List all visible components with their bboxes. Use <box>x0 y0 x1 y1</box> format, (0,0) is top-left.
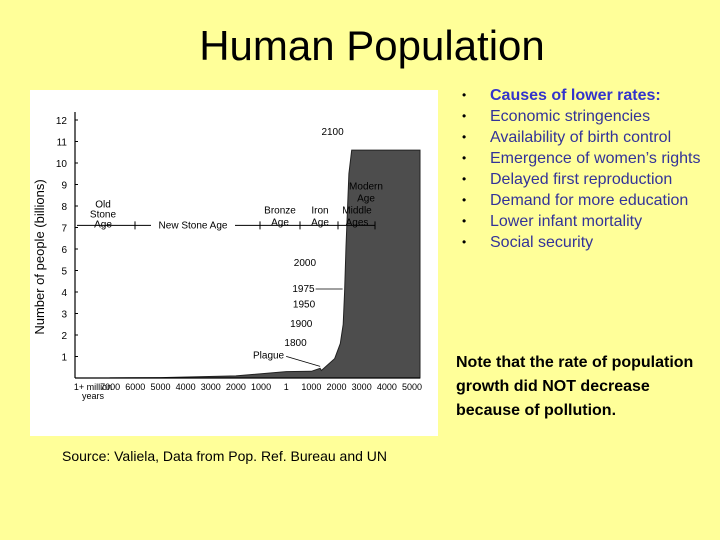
bullet-item: • Lower infant mortality <box>458 213 708 230</box>
bullet-item: • Economic stringencies <box>458 108 708 125</box>
y-tick-label: 10 <box>56 159 68 170</box>
plague-label: Plague <box>253 350 285 361</box>
era-label: Old <box>95 199 111 210</box>
slide-title: Human Population <box>199 22 545 69</box>
bullet-text: Causes of lower rates: <box>490 87 661 104</box>
x-tick-label: 7000 <box>100 382 120 392</box>
era-label: Age <box>357 193 375 204</box>
bullet-text: Availability of birth control <box>490 129 672 146</box>
x-tick-label: 1000 <box>301 382 321 392</box>
year-annotation: 2000 <box>294 258 317 269</box>
era-label: Middle <box>342 205 372 216</box>
x-tick-label: 3000 <box>352 382 372 392</box>
era-label: Modern <box>349 181 383 192</box>
bullet-item: • Social security <box>458 234 708 251</box>
y-tick-label: 8 <box>61 202 67 213</box>
x-tick-label: 3000 <box>201 382 221 392</box>
era-label: New Stone Age <box>159 220 228 231</box>
bullet-dot: • <box>462 172 467 186</box>
year-annotation: 1800 <box>284 338 307 349</box>
era-label: Age <box>311 217 329 228</box>
bullet-text: Delayed first reproduction <box>490 171 673 188</box>
bullet-dot: • <box>462 193 467 207</box>
bullet-list: • Causes of lower rates: • Economic stringe… <box>458 87 708 255</box>
y-axis-label: Number of people (billions) <box>32 179 47 334</box>
bullet-dot: • <box>462 151 467 165</box>
bullet-item: • Causes of lower rates: <box>458 87 708 104</box>
era-label-bg <box>151 217 235 230</box>
x-tick-label: 1+ million <box>74 382 112 392</box>
bullet-text: Economic stringencies <box>490 108 651 125</box>
x-tick-label: 5000 <box>402 382 422 392</box>
y-tick-label: 7 <box>61 224 67 235</box>
bullet-dot: • <box>462 214 467 228</box>
x-tick-label: 6000 <box>125 382 145 392</box>
bullet-dot: • <box>462 88 467 102</box>
x-tick-label: years <box>82 391 105 401</box>
y-tick-label: 6 <box>61 245 67 256</box>
bullet-text: Lower infant mortality <box>490 213 643 230</box>
y-tick-label: 1 <box>61 353 67 364</box>
pollution-note: Note that the rate of population growth … <box>456 354 694 419</box>
y-tick-label: 11 <box>57 138 68 149</box>
y-tick-label: 12 <box>56 116 68 127</box>
era-label: Ages <box>346 217 369 228</box>
x-tick-label: 1000 <box>251 382 271 392</box>
era-label: Bronze <box>264 205 296 216</box>
year-annotation: 2100 <box>321 127 344 138</box>
era-label: Age <box>271 217 289 228</box>
bullet-item: • Availability of birth control <box>458 129 708 146</box>
y-tick-label: 3 <box>61 310 67 321</box>
bullet-text: Social security <box>490 234 594 251</box>
bullet-item: • Delayed first reproduction <box>458 171 708 188</box>
year-annotation: 1975 <box>292 284 315 295</box>
x-tick-label: 2000 <box>226 382 246 392</box>
x-tick-label: 5000 <box>150 382 170 392</box>
bullet-dot: • <box>462 235 467 249</box>
population-area <box>109 149 421 379</box>
era-label: Iron <box>311 205 328 216</box>
bullet-dot: • <box>462 109 467 123</box>
bullet-item: • Demand for more education <box>458 192 708 209</box>
bullet-item: • Emergence of women’s rights <box>458 150 708 167</box>
year-annotation: 1950 <box>293 300 316 311</box>
era-label: Age <box>94 219 112 230</box>
bullet-text: Demand for more education <box>490 192 689 209</box>
x-tick-label: 4000 <box>176 382 196 392</box>
year-annotation: 1900 <box>290 319 313 330</box>
y-tick-label: 5 <box>61 267 67 278</box>
y-tick-label: 9 <box>61 181 67 192</box>
y-tick-label: 2 <box>61 331 67 342</box>
bullet-dot: • <box>462 130 467 144</box>
y-tick-label: 4 <box>61 288 67 299</box>
population-chart: 1 2 3 4 5 6 7 8 9 10 11 12 Number of people (billion… <box>30 90 438 436</box>
era-label: Stone <box>90 209 117 220</box>
source-citation: Source: Valiela, Data from Pop. Ref. Bur… <box>62 448 388 464</box>
x-tick-label: 1 <box>284 382 289 392</box>
x-tick-label: 2000 <box>327 382 347 392</box>
bullet-text: Emergence of women’s rights <box>490 150 701 167</box>
plague-leader <box>286 355 321 367</box>
x-tick-label: 4000 <box>377 382 397 392</box>
